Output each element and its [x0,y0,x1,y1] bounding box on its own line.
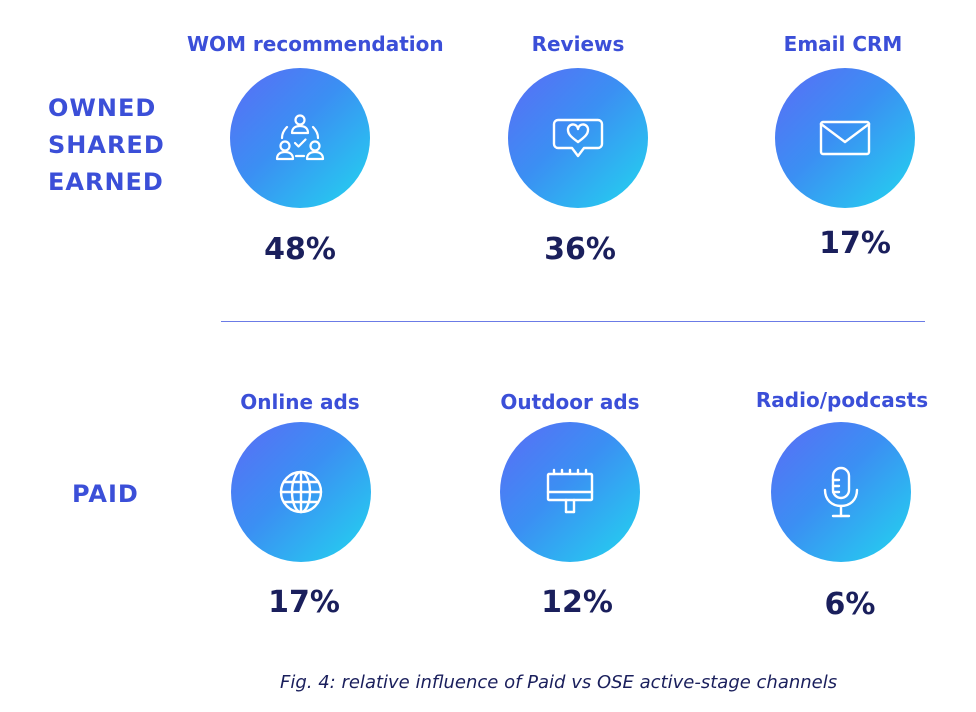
group-label-paid: PAID [72,480,139,508]
channel-title-email: Email CRM [783,32,903,56]
channel-value-reviews: 36% [544,232,616,267]
channel-circle-reviews [508,68,648,208]
group-label-shared: SHARED [48,131,165,159]
channel-circle-wom [230,68,370,208]
section-divider [221,321,925,322]
channel-value-wom: 48% [264,232,336,267]
channel-title-online-ads: Online ads [240,390,360,414]
group-label-earned: EARNED [48,168,164,196]
group-label-ose: OWNED SHARED EARNED [48,90,165,201]
channel-title-wom: WOM recommendation [187,32,444,56]
channel-circle-outdoor-ads [500,422,640,562]
globe-icon [279,470,323,514]
figure-caption: Fig. 4: relative influence of Paid vs OS… [280,672,838,693]
channel-value-outdoor-ads: 12% [541,585,613,620]
channel-circle-radio [771,422,911,562]
billboard-icon [546,468,594,514]
channel-value-email: 17% [819,226,891,261]
channel-title-radio: Radio/podcasts [755,388,929,412]
channel-circle-online-ads [231,422,371,562]
envelope-icon [819,120,871,156]
group-label-owned: OWNED [48,94,157,122]
microphone-icon [823,466,859,518]
channel-value-radio: 6% [824,587,876,622]
channel-circle-email [775,68,915,208]
channel-title-outdoor-ads: Outdoor ads [500,390,640,414]
channel-value-online-ads: 17% [268,585,340,620]
heart-speech-bubble-icon [552,118,604,158]
people-network-icon [275,114,325,161]
channel-title-reviews: Reviews [531,32,625,56]
